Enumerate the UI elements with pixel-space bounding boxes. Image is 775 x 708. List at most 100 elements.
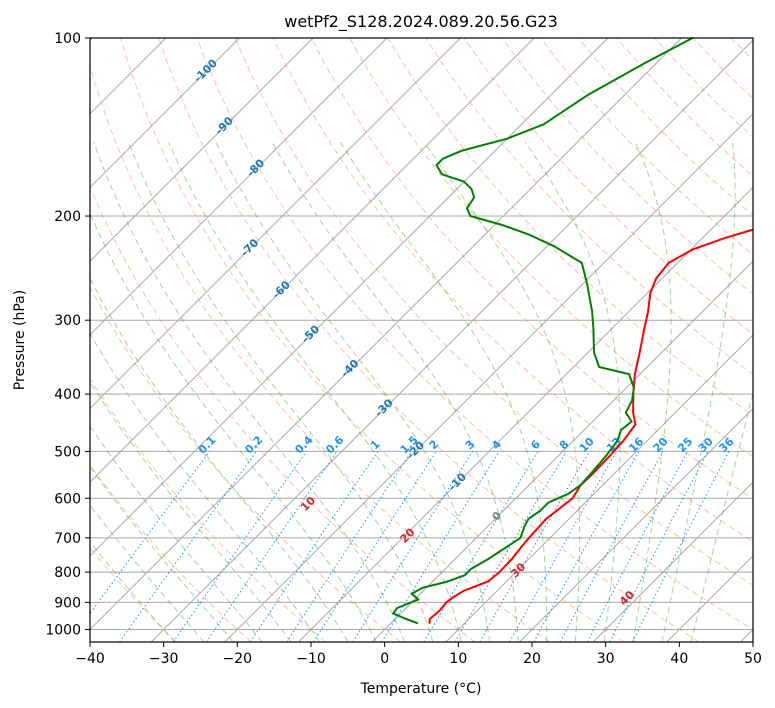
y-tick-label: 400 [54,387,81,403]
x-tick-label: −40 [75,651,105,667]
moist-adiabat-line [340,141,548,642]
mixing-ratio-label: 2 [427,438,442,453]
isotherm-line [150,39,753,642]
mixing-ratio-label: 8 [557,438,572,453]
moist-adiabat-line [93,142,406,642]
y-tick-label: 900 [54,595,81,611]
isotherm-labels: -100-90-80-70-60-50-40-30-20-1000.1 0.2 0.… [191,56,736,608]
isotherm-line [90,38,314,262]
x-tick-label: 30 [597,651,615,667]
moist-adiabat-line [90,425,263,642]
moist-adiabat-line [168,141,462,642]
mixing-ratio-label: 0.2 [242,433,265,456]
moist-adiabat-line [215,141,491,642]
mixing-ratio-line [119,451,257,642]
dry-adiabat-line [196,38,753,631]
dry-adiabat-line [90,64,551,642]
y-tick-label: 800 [54,565,81,581]
x-tick-label: −20 [223,651,253,667]
y-tick-label: 500 [54,444,81,460]
dry-adiabat-line [90,464,252,642]
x-tick-label: 0 [380,651,389,667]
isotherm-label: -90 [213,114,236,137]
sounding-profiles [392,38,753,624]
moist-adiabat-line [271,141,519,642]
mixing-ratio-label: 6 [528,437,543,452]
y-axis-label: Pressure (hPa) [12,290,28,390]
chart-title: wetPf2_S128.2024.089.20.56.G23 [284,12,558,32]
mixing-ratio-label: 25 [675,435,695,455]
y-tick-label: 600 [54,491,81,507]
dewpoint-profile [392,38,694,624]
moist-adiabat-line [423,141,581,642]
x-tick-label: 50 [744,651,762,667]
isotherm-line [445,334,753,642]
moist-adiabat-line [690,391,753,642]
dry-adiabat-line [158,38,700,642]
isotherm-line [90,38,535,483]
x-tick-label: −10 [296,651,326,667]
y-tick-label: 1000 [45,622,81,638]
dry-adiabat-label: 10 [298,494,318,514]
moist-adiabat-line [127,142,434,642]
dry-adiabat-line [90,377,327,642]
mixing-ratio-line [286,451,413,642]
dry-adiabat-line [90,286,401,642]
dry-adiabat-label: 40 [617,588,637,608]
dry-adiabat-line [501,38,753,295]
isotherm-line [90,38,388,336]
mixing-ratio-label: 3 [463,438,478,453]
isotherm-line [740,628,753,642]
isotherm-label: -80 [244,156,267,179]
mixing-ratio-line [205,451,338,642]
moist-adiabat-line [661,142,736,642]
axis-ticks: −40 −30 −20 −10 0 10 20 30 40 5010020030040050060… [45,31,762,667]
background-lines [90,38,753,642]
dry-adiabat-line [234,38,753,586]
temperature-profile [428,228,753,624]
isotherm-line [90,38,461,410]
mixing-ratio-label: 36 [716,435,736,455]
mixing-ratio-line [454,451,568,642]
isotherm-line [519,407,753,642]
mixing-ratio-label: 16 [626,435,646,455]
dry-adiabat-line [387,38,753,417]
moist-adiabat-line [524,141,621,642]
dry-adiabat-line [272,38,753,543]
isotherm-label: -100 [191,56,220,85]
dry-adiabat-line [654,38,753,138]
mixing-ratio-line [586,451,689,642]
y-tick-label: 200 [54,209,81,225]
moist-adiabat-line [90,465,234,642]
isotherm-line [224,113,753,642]
mixing-ratio-label: 0.4 [292,433,315,456]
x-axis-label: Temperature (°C) [360,681,482,697]
moist-adiabat-line [90,541,176,642]
isotherm-line [371,260,753,642]
isotherm-line [90,38,682,631]
plot-frame [89,37,754,643]
mixing-ratio-line [559,451,664,642]
x-tick-label: 10 [449,651,467,667]
isotherm-label: -30 [372,396,395,419]
y-tick-label: 300 [54,313,81,329]
dry-adiabat-line [540,38,753,256]
mixing-ratio-line [632,451,730,642]
x-tick-label: −30 [149,651,179,667]
dry-adiabat-line [692,38,753,100]
moist-adiabat-line [90,381,292,642]
isotherm-line [90,38,240,189]
mixing-ratio-line [313,451,437,642]
mixing-ratio-line [533,451,640,642]
moist-adiabat-line [632,141,672,642]
mixing-ratio-line [172,451,307,642]
isotherm-label: -60 [270,278,293,301]
moist-adiabat-line [90,504,205,642]
dry-adiabat-line [120,38,625,642]
moist-adiabat-line [90,277,349,642]
isotherm-label: -40 [338,357,361,380]
dry-adiabat-line [463,38,753,335]
isotherm-label: -50 [299,322,322,345]
x-tick-label: 20 [523,651,541,667]
mixing-ratio-label: 0.6 [323,433,346,456]
